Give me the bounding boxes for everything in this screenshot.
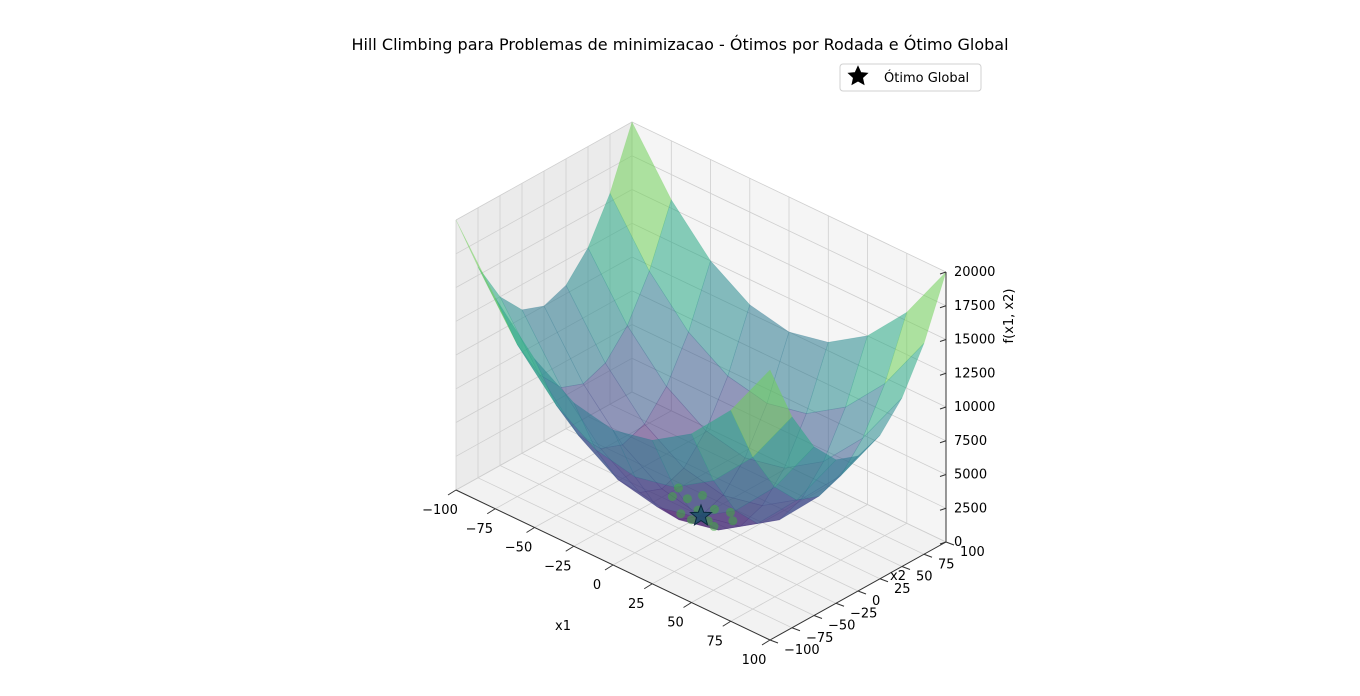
z-tick-mark xyxy=(939,507,947,511)
z-tick-label: 12500 xyxy=(954,366,995,381)
y-tick-mark xyxy=(923,553,933,558)
z-tick-label: 17500 xyxy=(954,299,995,314)
z-tick-label: 0 xyxy=(954,535,962,550)
x-tick-label: 50 xyxy=(667,616,684,631)
round-optimum-point xyxy=(682,494,692,504)
x-tick-mark xyxy=(683,602,692,608)
legend-label-global-optimum: Ótimo Global xyxy=(884,70,969,86)
y-tick-label: −75 xyxy=(806,631,833,646)
x-tick-mark xyxy=(643,583,653,590)
round-optimum-point xyxy=(710,504,719,514)
y-tick-mark xyxy=(879,578,889,583)
surface-facet xyxy=(795,455,859,501)
legend: Ótimo Global xyxy=(839,63,982,92)
x-tick-label: 100 xyxy=(742,653,767,668)
x-tick-label: −25 xyxy=(544,559,571,574)
surface-facet xyxy=(840,397,903,476)
z-tick-label: 7500 xyxy=(954,434,987,449)
x-tick-mark xyxy=(761,639,771,646)
y-tick-label: −25 xyxy=(850,606,877,621)
global-optimum-star xyxy=(689,503,713,527)
y-tick-mark xyxy=(835,602,845,607)
z-tick-label: 15000 xyxy=(954,333,995,348)
z-axis-label: f(x1, x2) xyxy=(1002,289,1017,344)
x-tick-mark xyxy=(722,620,732,627)
y-tick-mark xyxy=(769,639,779,644)
x-tick-label: 75 xyxy=(707,634,724,649)
surface-facet xyxy=(752,416,815,488)
y-tick-label: 0 xyxy=(872,594,880,609)
z-tick-mark xyxy=(939,474,947,477)
y-tick-label: −50 xyxy=(828,619,855,634)
surface-plot xyxy=(455,121,947,531)
z-tick-label: 5000 xyxy=(954,468,987,483)
z-tick-mark xyxy=(939,271,947,275)
y-axis-label: x2 xyxy=(890,569,906,584)
legend-star-icon xyxy=(847,65,869,86)
round-optimum-point xyxy=(686,515,696,525)
chart-title: Hill Climbing para Problemas de minimiza… xyxy=(351,35,1008,54)
x-tick-mark xyxy=(486,508,496,515)
round-optimum-point xyxy=(709,521,719,531)
y-tick-label: 25 xyxy=(894,582,911,597)
x-tick-label: −100 xyxy=(422,503,458,518)
round-optimum-point xyxy=(673,483,683,493)
y-tick-mark xyxy=(945,541,955,546)
legend-box xyxy=(839,63,982,92)
y-tick-label: 50 xyxy=(916,570,933,585)
y-tick-mark xyxy=(813,615,823,619)
z-tick-mark xyxy=(939,406,947,410)
axes-3d: −100−75−50−250255075100−100−75−50−250255… xyxy=(422,121,995,668)
surface-facet xyxy=(818,435,881,497)
y-tick-label: −100 xyxy=(784,643,820,658)
round-optimum-point xyxy=(728,516,738,526)
surface-facet xyxy=(774,446,837,501)
z-tick-label: 10000 xyxy=(954,400,995,415)
y-tick-mark xyxy=(791,627,801,632)
z-tick-mark xyxy=(939,372,947,376)
z-tick-mark xyxy=(939,440,947,444)
axis-lines xyxy=(447,271,955,646)
z-tick-mark xyxy=(939,339,947,342)
round-optima-points xyxy=(667,483,738,531)
x-tick-mark xyxy=(604,564,614,571)
x-tick-label: 25 xyxy=(628,597,645,612)
z-tick-label: 20000 xyxy=(954,265,995,280)
x-tick-mark xyxy=(526,527,535,533)
z-tick-mark xyxy=(939,541,947,545)
y-tick-mark xyxy=(901,566,911,570)
x-tick-label: 0 xyxy=(593,578,601,593)
z-tick-label: 2500 xyxy=(954,501,987,516)
surface-facet xyxy=(730,369,793,458)
tick-labels: −100−75−50−250255075100−100−75−50−250255… xyxy=(422,265,995,668)
x-tick-label: −75 xyxy=(466,522,493,537)
x-tick-mark xyxy=(565,545,575,552)
round-optimum-point xyxy=(725,507,735,517)
round-optimum-point xyxy=(698,490,707,500)
x-tick-label: −50 xyxy=(505,541,532,556)
y-tick-mark xyxy=(857,590,867,595)
round-optimum-point xyxy=(667,492,677,501)
y-tick-label: 75 xyxy=(938,557,955,572)
z-tick-mark xyxy=(939,305,947,309)
round-optimum-point xyxy=(676,509,686,519)
y-tick-label: 100 xyxy=(960,545,985,560)
x-axis-label: x1 xyxy=(555,619,571,634)
x-tick-mark xyxy=(447,489,457,496)
